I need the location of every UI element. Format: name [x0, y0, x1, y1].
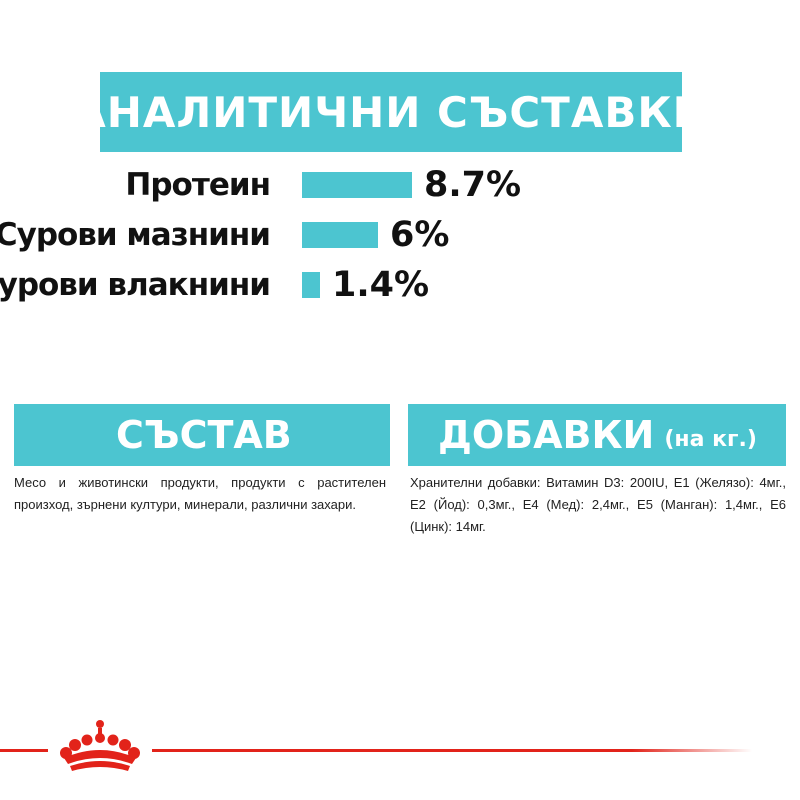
nutrient-row-fat: Сурови мазнини 6% [0, 212, 800, 258]
nutrient-label: Протеин [125, 167, 271, 203]
nutrient-label: Сурови влакнини [0, 267, 271, 303]
additives-title: ДОБАВКИ [438, 413, 655, 457]
additives-header: ДОБАВКИ (на кг.) [408, 404, 786, 466]
nutrient-value: 8.7% [424, 165, 522, 205]
nutrient-row-fiber: Сурови влакнини 1.4% [0, 262, 800, 308]
nutrient-label: Сурови мазнини [0, 217, 271, 253]
analytical-title: АНАЛИТИЧНИ СЪСТАВКИ [73, 72, 708, 152]
footer-divider-right [152, 749, 752, 752]
nutrient-value: 6% [390, 215, 450, 255]
additives-text: Хранителни добавки: Витамин D3: 200IU, E… [410, 475, 786, 534]
nutrient-value: 1.4% [332, 265, 430, 305]
nutrient-bar [302, 172, 412, 198]
composition-title: СЪСТАВ [14, 404, 390, 466]
nutrient-bar [302, 272, 320, 298]
composition-text: Месо и животински продукти, продукти с р… [14, 475, 386, 512]
nutrient-row-protein: Протеин 8.7% [0, 162, 800, 208]
additives-unit: (на кг.) [664, 426, 757, 452]
crown-icon [60, 720, 140, 771]
footer-divider-left [0, 749, 48, 752]
nutrient-bar [302, 222, 378, 248]
